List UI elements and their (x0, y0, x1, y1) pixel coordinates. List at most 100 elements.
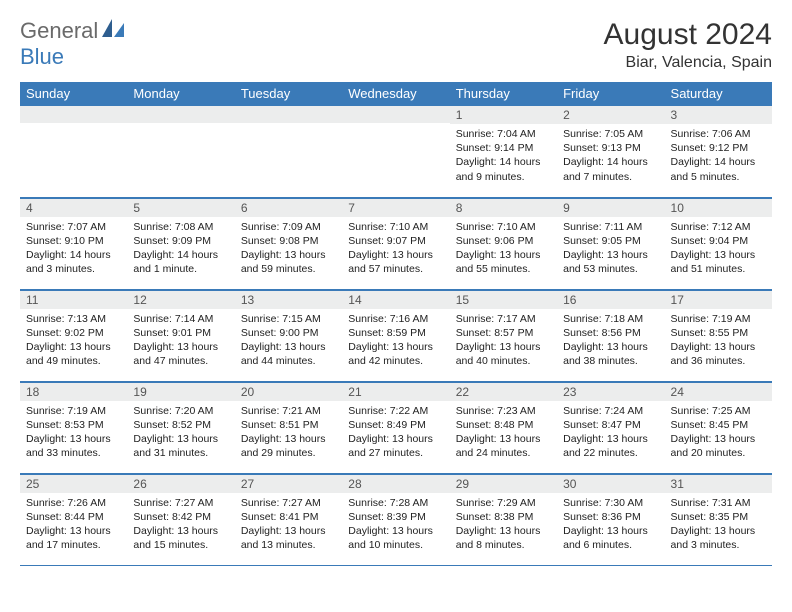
day-cell: 15Sunrise: 7:17 AMSunset: 8:57 PMDayligh… (450, 289, 557, 381)
day-daylight1: Daylight: 13 hours (456, 248, 551, 262)
day-daylight2: and 20 minutes. (671, 446, 766, 460)
day-sunrise: Sunrise: 7:15 AM (241, 312, 336, 326)
day-sunset: Sunset: 8:49 PM (348, 418, 443, 432)
day-daylight1: Daylight: 13 hours (348, 248, 443, 262)
empty-day-bar (235, 105, 342, 123)
day-number: 15 (450, 290, 557, 309)
day-content: Sunrise: 7:27 AMSunset: 8:42 PMDaylight:… (127, 493, 234, 557)
day-cell: 9Sunrise: 7:11 AMSunset: 9:05 PMDaylight… (557, 197, 664, 289)
day-content: Sunrise: 7:24 AMSunset: 8:47 PMDaylight:… (557, 401, 664, 465)
day-sunrise: Sunrise: 7:23 AM (456, 404, 551, 418)
day-sunrise: Sunrise: 7:10 AM (348, 220, 443, 234)
weekday-sunday: Sunday (20, 82, 127, 105)
day-sunrise: Sunrise: 7:09 AM (241, 220, 336, 234)
day-sunset: Sunset: 9:06 PM (456, 234, 551, 248)
day-cell: 21Sunrise: 7:22 AMSunset: 8:49 PMDayligh… (342, 381, 449, 473)
day-content: Sunrise: 7:17 AMSunset: 8:57 PMDaylight:… (450, 309, 557, 373)
day-cell: 29Sunrise: 7:29 AMSunset: 8:38 PMDayligh… (450, 473, 557, 565)
day-cell: 6Sunrise: 7:09 AMSunset: 9:08 PMDaylight… (235, 197, 342, 289)
day-number: 10 (665, 198, 772, 217)
day-content: Sunrise: 7:29 AMSunset: 8:38 PMDaylight:… (450, 493, 557, 557)
day-cell: 27Sunrise: 7:27 AMSunset: 8:41 PMDayligh… (235, 473, 342, 565)
weekday-header-row: Sunday Monday Tuesday Wednesday Thursday… (20, 82, 772, 105)
day-daylight2: and 3 minutes. (671, 538, 766, 552)
day-daylight1: Daylight: 13 hours (133, 432, 228, 446)
day-sunset: Sunset: 9:09 PM (133, 234, 228, 248)
day-sunset: Sunset: 8:59 PM (348, 326, 443, 340)
day-daylight2: and 6 minutes. (563, 538, 658, 552)
day-daylight1: Daylight: 13 hours (241, 432, 336, 446)
day-cell: 7Sunrise: 7:10 AMSunset: 9:07 PMDaylight… (342, 197, 449, 289)
day-cell: 12Sunrise: 7:14 AMSunset: 9:01 PMDayligh… (127, 289, 234, 381)
day-daylight2: and 29 minutes. (241, 446, 336, 460)
day-daylight2: and 22 minutes. (563, 446, 658, 460)
day-sunset: Sunset: 8:45 PM (671, 418, 766, 432)
day-sunset: Sunset: 9:14 PM (456, 141, 551, 155)
day-daylight1: Daylight: 13 hours (26, 524, 121, 538)
day-content: Sunrise: 7:14 AMSunset: 9:01 PMDaylight:… (127, 309, 234, 373)
day-content: Sunrise: 7:10 AMSunset: 9:07 PMDaylight:… (342, 217, 449, 281)
day-sunset: Sunset: 9:05 PM (563, 234, 658, 248)
day-sunrise: Sunrise: 7:27 AM (241, 496, 336, 510)
weekday-wednesday: Wednesday (342, 82, 449, 105)
day-content: Sunrise: 7:20 AMSunset: 8:52 PMDaylight:… (127, 401, 234, 465)
day-number: 5 (127, 198, 234, 217)
day-number: 11 (20, 290, 127, 309)
day-daylight2: and 38 minutes. (563, 354, 658, 368)
day-daylight2: and 8 minutes. (456, 538, 551, 552)
day-number: 8 (450, 198, 557, 217)
day-sunset: Sunset: 8:39 PM (348, 510, 443, 524)
day-sunset: Sunset: 9:12 PM (671, 141, 766, 155)
day-cell: 25Sunrise: 7:26 AMSunset: 8:44 PMDayligh… (20, 473, 127, 565)
day-sunrise: Sunrise: 7:20 AM (133, 404, 228, 418)
day-daylight2: and 33 minutes. (26, 446, 121, 460)
day-number: 23 (557, 382, 664, 401)
day-content: Sunrise: 7:08 AMSunset: 9:09 PMDaylight:… (127, 217, 234, 281)
day-cell: 19Sunrise: 7:20 AMSunset: 8:52 PMDayligh… (127, 381, 234, 473)
day-sunset: Sunset: 8:57 PM (456, 326, 551, 340)
day-cell: 8Sunrise: 7:10 AMSunset: 9:06 PMDaylight… (450, 197, 557, 289)
day-daylight1: Daylight: 13 hours (348, 524, 443, 538)
day-content: Sunrise: 7:15 AMSunset: 9:00 PMDaylight:… (235, 309, 342, 373)
day-number: 12 (127, 290, 234, 309)
day-sunrise: Sunrise: 7:07 AM (26, 220, 121, 234)
day-daylight1: Daylight: 13 hours (671, 524, 766, 538)
day-number: 13 (235, 290, 342, 309)
day-sunrise: Sunrise: 7:26 AM (26, 496, 121, 510)
day-cell: 11Sunrise: 7:13 AMSunset: 9:02 PMDayligh… (20, 289, 127, 381)
day-sunset: Sunset: 8:48 PM (456, 418, 551, 432)
day-cell: 18Sunrise: 7:19 AMSunset: 8:53 PMDayligh… (20, 381, 127, 473)
day-content: Sunrise: 7:26 AMSunset: 8:44 PMDaylight:… (20, 493, 127, 557)
day-number: 3 (665, 105, 772, 124)
day-sunrise: Sunrise: 7:04 AM (456, 127, 551, 141)
day-sunrise: Sunrise: 7:22 AM (348, 404, 443, 418)
day-daylight2: and 40 minutes. (456, 354, 551, 368)
day-number: 9 (557, 198, 664, 217)
weekday-monday: Monday (127, 82, 234, 105)
day-cell (235, 105, 342, 197)
day-cell: 1Sunrise: 7:04 AMSunset: 9:14 PMDaylight… (450, 105, 557, 197)
calendar-table: Sunday Monday Tuesday Wednesday Thursday… (20, 82, 772, 566)
calendar-week-row: 25Sunrise: 7:26 AMSunset: 8:44 PMDayligh… (20, 473, 772, 565)
day-daylight1: Daylight: 13 hours (241, 340, 336, 354)
day-daylight1: Daylight: 14 hours (563, 155, 658, 169)
day-content: Sunrise: 7:18 AMSunset: 8:56 PMDaylight:… (557, 309, 664, 373)
day-daylight2: and 24 minutes. (456, 446, 551, 460)
day-number: 7 (342, 198, 449, 217)
day-sunset: Sunset: 9:02 PM (26, 326, 121, 340)
day-sunset: Sunset: 8:56 PM (563, 326, 658, 340)
day-sunset: Sunset: 9:04 PM (671, 234, 766, 248)
calendar-week-row: 1Sunrise: 7:04 AMSunset: 9:14 PMDaylight… (20, 105, 772, 197)
day-daylight1: Daylight: 13 hours (456, 340, 551, 354)
day-content: Sunrise: 7:05 AMSunset: 9:13 PMDaylight:… (557, 124, 664, 188)
day-cell: 3Sunrise: 7:06 AMSunset: 9:12 PMDaylight… (665, 105, 772, 197)
logo-text-general: General (20, 18, 98, 44)
day-sunset: Sunset: 9:01 PM (133, 326, 228, 340)
day-sunrise: Sunrise: 7:29 AM (456, 496, 551, 510)
day-cell (127, 105, 234, 197)
day-daylight1: Daylight: 13 hours (456, 524, 551, 538)
day-sunrise: Sunrise: 7:05 AM (563, 127, 658, 141)
day-daylight1: Daylight: 13 hours (348, 432, 443, 446)
day-sunset: Sunset: 9:08 PM (241, 234, 336, 248)
day-sunrise: Sunrise: 7:21 AM (241, 404, 336, 418)
